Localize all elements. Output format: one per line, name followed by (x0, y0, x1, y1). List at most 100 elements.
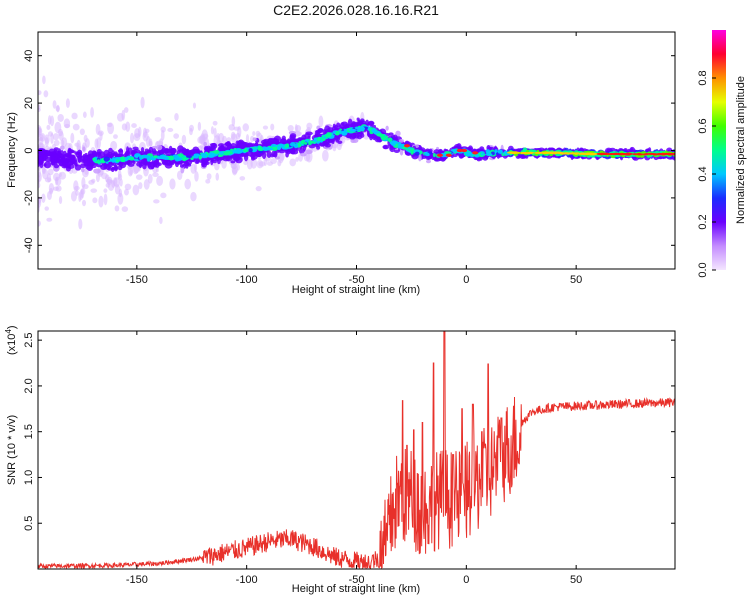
noise-blob (76, 145, 81, 151)
core-blob (243, 148, 248, 153)
noise-blob (266, 161, 273, 166)
colorbar-ticks: 0.0 0.2 0.4 0.6 0.8 (697, 70, 716, 278)
noise-blob (189, 128, 193, 136)
y-tick-label: 0.5 (23, 516, 35, 531)
band-blob (62, 161, 67, 168)
band-blob (140, 146, 145, 153)
noise-blob (107, 179, 115, 191)
core-blob (644, 152, 650, 155)
core-blob (213, 150, 219, 154)
noise-blob (174, 112, 179, 121)
noise-blob (82, 184, 89, 190)
band-blob (395, 130, 401, 137)
noise-blob (78, 218, 83, 230)
noise-blob (148, 140, 153, 147)
core-blob (176, 157, 183, 161)
core-blob (139, 155, 143, 160)
noise-blob (57, 128, 63, 137)
core-blob (371, 128, 377, 133)
noise-blob (140, 96, 145, 109)
noise-blob (46, 217, 53, 222)
band-blob (81, 167, 85, 173)
band-blob (300, 152, 307, 157)
noise-blob (289, 158, 297, 167)
band-blob (85, 164, 93, 170)
noise-blob (38, 220, 41, 227)
band-blob (76, 155, 83, 159)
band-blob (177, 145, 184, 153)
band-blob (204, 146, 209, 153)
noise-blob (41, 193, 46, 203)
core-blob (182, 156, 187, 162)
core-blob (195, 155, 199, 159)
band-blob (110, 166, 115, 172)
y-tick-label: 0 (23, 147, 35, 153)
band-blob (261, 151, 267, 160)
band-blob (203, 141, 208, 147)
noise-blob (184, 178, 192, 190)
noise-blob (135, 174, 143, 180)
noise-blob (91, 178, 96, 183)
noise-blob (239, 176, 246, 181)
core-blob (271, 146, 278, 151)
noise-blob (103, 188, 108, 193)
x-tick-label: 0 (463, 274, 469, 286)
core-blob (193, 153, 200, 157)
band-blob (47, 152, 53, 157)
peak-spot (456, 148, 463, 153)
noise-blob (212, 120, 218, 126)
band-blob (218, 145, 226, 151)
core-blob (120, 159, 126, 163)
noise-blob (72, 123, 80, 131)
x-tick-label: 50 (570, 574, 582, 586)
noise-blob (70, 191, 77, 202)
noise-blob (156, 140, 164, 147)
noise-blob (57, 113, 64, 122)
band-blob (249, 154, 256, 158)
core-blob (397, 143, 405, 148)
noise-blob (190, 191, 197, 202)
noise-blob (65, 98, 70, 109)
noise-blob (129, 169, 133, 176)
snr-multiplier-exp: 4 (4, 329, 13, 334)
band-blob (44, 161, 52, 169)
band-blob (62, 154, 66, 162)
y-tick-label: 2.0 (23, 378, 35, 393)
core-blob (444, 151, 452, 154)
noise-blob (46, 124, 51, 130)
noise-blob (197, 121, 202, 131)
core-blob (414, 151, 420, 156)
band-blob (38, 154, 41, 162)
band-blob (185, 159, 193, 166)
core-blob (124, 157, 128, 162)
band-blob (144, 148, 149, 153)
noise-blob (113, 134, 118, 139)
noise-blob (38, 124, 42, 135)
noise-blob (230, 162, 237, 169)
colorbar-tick-label: 0.2 (697, 214, 709, 229)
core-blob (497, 149, 503, 154)
noise-blob (213, 127, 217, 138)
noise-blob (121, 206, 129, 212)
noise-blob (82, 111, 87, 118)
core-blob (610, 153, 618, 156)
noise-blob (181, 134, 187, 145)
noise-blob (306, 122, 313, 130)
core-blob (134, 154, 139, 158)
x-tick-label: -50 (349, 274, 365, 286)
noise-blob (270, 123, 275, 131)
band-blob (230, 160, 236, 164)
noise-blob (117, 169, 122, 179)
noise-blob (98, 195, 104, 208)
noise-blob (103, 193, 108, 206)
noise-blob (70, 132, 75, 144)
band-blob (266, 150, 272, 158)
core-blob (218, 151, 225, 155)
snr-series-line (38, 331, 675, 569)
noise-blob (142, 131, 149, 142)
core-blob (269, 147, 273, 151)
band-blob (263, 138, 270, 143)
band-blob (324, 143, 331, 148)
colorbar-tick-label: 0.8 (697, 70, 709, 85)
band-blob (201, 159, 208, 164)
